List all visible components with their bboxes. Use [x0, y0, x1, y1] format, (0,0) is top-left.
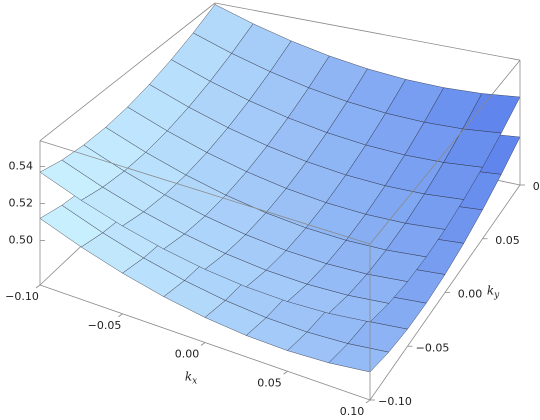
y-tick-label: −0.05: [416, 341, 450, 354]
x-tick: [200, 342, 206, 346]
box-edge: [214, 2, 521, 61]
x-tick: [365, 399, 371, 404]
y-tick-label: −0.10: [378, 395, 412, 408]
x-tick-label: 0.05: [257, 376, 282, 389]
x-tick-label: 0.10: [340, 405, 365, 418]
x-tick-label: −0.10: [5, 290, 39, 303]
surface-cell: [328, 295, 390, 323]
axis-label-sub: x: [192, 376, 197, 386]
box-edge: [39, 2, 216, 142]
z-tick-label: 0.52: [9, 197, 34, 210]
axis-label: ky: [487, 283, 500, 300]
axis-label-main: k: [185, 369, 192, 383]
surfaces: [39, 4, 521, 373]
axis-label-main: k: [487, 283, 494, 297]
y-tick-label: 0.05: [495, 234, 520, 247]
box-edge: [39, 140, 371, 245]
box-edge: [369, 59, 521, 245]
axis-label: kx: [185, 369, 197, 386]
y-tick-label: 0.00: [458, 288, 483, 301]
x-tick-label: 0.00: [175, 348, 200, 361]
labels: −0.10 −0.05 0.00 0.05 0.10 −0.10 −0.05 0.00 0.05…: [5, 160, 540, 418]
x-tick-label: −0.05: [88, 319, 122, 332]
y-tick-label: 0.10: [533, 180, 540, 193]
x-tick: [35, 284, 41, 289]
surface-cell: [328, 343, 390, 373]
x-tick: [118, 313, 123, 318]
x-tick: [283, 370, 288, 375]
box-front: [39, 59, 521, 401]
z-tick-label: 0.50: [9, 234, 34, 247]
axis-label-sub: y: [493, 290, 500, 300]
z-tick-label: 0.54: [9, 160, 34, 173]
